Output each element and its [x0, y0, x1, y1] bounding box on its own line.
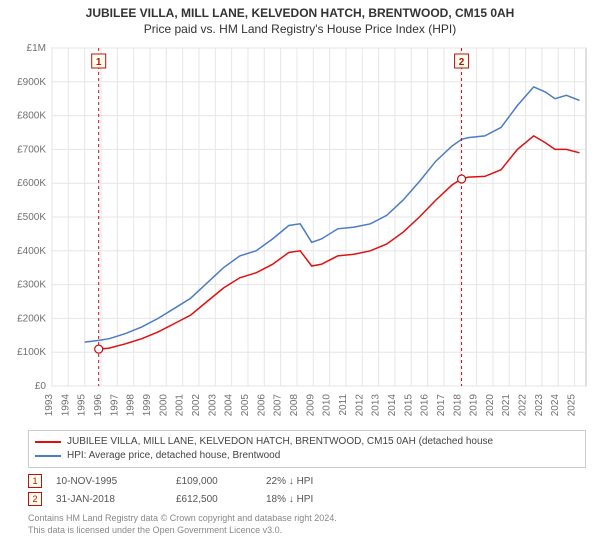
svg-text:2015: 2015 — [403, 394, 414, 417]
svg-text:£200K: £200K — [17, 313, 46, 324]
footer-line: Contains HM Land Registry data © Crown c… — [28, 512, 586, 524]
svg-text:1995: 1995 — [77, 394, 88, 417]
legend-item: HPI: Average price, detached house, Bren… — [35, 449, 579, 463]
svg-text:2003: 2003 — [207, 394, 218, 417]
legend-label: HPI: Average price, detached house, Bren… — [67, 449, 280, 463]
svg-text:1997: 1997 — [109, 394, 120, 417]
svg-text:2006: 2006 — [256, 394, 267, 417]
svg-text:1996: 1996 — [93, 394, 104, 417]
svg-text:2014: 2014 — [387, 394, 398, 417]
svg-text:1994: 1994 — [60, 394, 71, 417]
svg-text:2012: 2012 — [354, 394, 365, 417]
price-point-date: 10-NOV-1995 — [56, 476, 176, 487]
svg-text:£1M: £1M — [27, 43, 46, 54]
svg-text:2008: 2008 — [289, 394, 300, 417]
legend-swatch — [35, 441, 61, 443]
svg-text:2004: 2004 — [224, 394, 235, 417]
svg-text:2011: 2011 — [338, 394, 349, 416]
svg-text:£900K: £900K — [17, 77, 46, 88]
svg-text:2007: 2007 — [273, 394, 284, 417]
chart-title: JUBILEE VILLA, MILL LANE, KELVEDON HATCH… — [8, 6, 592, 20]
svg-text:1993: 1993 — [44, 394, 55, 417]
svg-text:2021: 2021 — [501, 394, 512, 417]
chart-container: JUBILEE VILLA, MILL LANE, KELVEDON HATCH… — [0, 0, 600, 540]
svg-text:£800K: £800K — [17, 111, 46, 122]
svg-text:£400K: £400K — [17, 246, 46, 257]
svg-text:2005: 2005 — [240, 394, 251, 417]
svg-text:2: 2 — [459, 57, 465, 68]
svg-text:1999: 1999 — [142, 394, 153, 417]
svg-text:2017: 2017 — [436, 394, 447, 417]
svg-text:2013: 2013 — [371, 394, 382, 417]
legend-item: JUBILEE VILLA, MILL LANE, KELVEDON HATCH… — [35, 435, 579, 449]
svg-text:2016: 2016 — [420, 394, 431, 417]
svg-text:2023: 2023 — [534, 394, 545, 417]
svg-text:2019: 2019 — [469, 394, 480, 417]
legend-label: JUBILEE VILLA, MILL LANE, KELVEDON HATCH… — [67, 435, 493, 449]
svg-text:2002: 2002 — [191, 394, 202, 417]
svg-text:2001: 2001 — [175, 394, 186, 417]
price-point-price: £612,500 — [176, 494, 266, 505]
svg-text:2024: 2024 — [550, 394, 561, 417]
price-points-table: 1 10-NOV-1995 £109,000 22% ↓ HPI 2 31-JA… — [28, 474, 586, 506]
svg-text:2010: 2010 — [322, 394, 333, 417]
svg-text:£0: £0 — [35, 381, 47, 392]
svg-text:1: 1 — [96, 57, 102, 68]
legend-swatch — [35, 455, 61, 457]
svg-text:2000: 2000 — [158, 394, 169, 417]
footer-line: This data is licensed under the Open Gov… — [28, 524, 586, 536]
svg-text:£300K: £300K — [17, 280, 46, 291]
svg-text:£700K: £700K — [17, 144, 46, 155]
svg-text:1998: 1998 — [126, 394, 137, 417]
svg-text:2018: 2018 — [452, 394, 463, 417]
price-point-date: 31-JAN-2018 — [56, 494, 176, 505]
price-point-delta: 22% ↓ HPI — [266, 476, 376, 487]
price-point-price: £109,000 — [176, 476, 266, 487]
svg-text:£100K: £100K — [17, 347, 46, 358]
price-point-delta: 18% ↓ HPI — [266, 494, 376, 505]
svg-text:2025: 2025 — [567, 394, 578, 417]
price-point-badge: 2 — [28, 492, 42, 506]
legend: JUBILEE VILLA, MILL LANE, KELVEDON HATCH… — [28, 430, 586, 468]
chart-subtitle: Price paid vs. HM Land Registry's House … — [8, 22, 592, 36]
svg-text:£600K: £600K — [17, 178, 46, 189]
svg-text:£500K: £500K — [17, 212, 46, 223]
price-point-badge: 1 — [28, 474, 42, 488]
chart-plot-area: £0 £100K £200K £300K £400K £500K £600K £700K £80… — [8, 42, 592, 422]
svg-text:2009: 2009 — [305, 394, 316, 417]
footer: Contains HM Land Registry data © Crown c… — [28, 512, 586, 536]
chart-svg: £0 £100K £200K £300K £400K £500K £600K £700K £80… — [8, 42, 592, 422]
svg-text:2022: 2022 — [518, 394, 529, 417]
svg-text:2020: 2020 — [485, 394, 496, 417]
